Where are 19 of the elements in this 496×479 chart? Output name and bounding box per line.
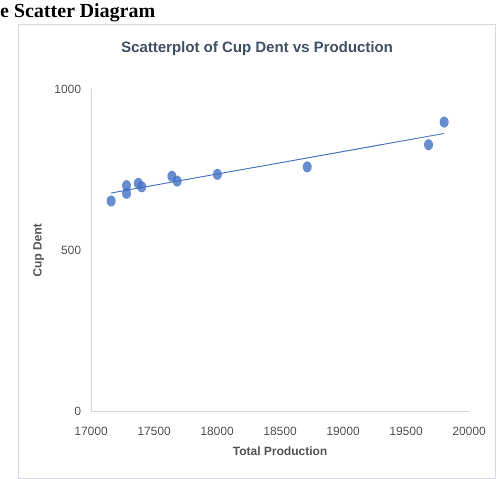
chart-title: Scatterplot of Cup Dent vs Production [121, 39, 393, 56]
point [122, 188, 132, 199]
x-tick-label: 19000 [326, 424, 360, 438]
y-tick-label: 1000 [54, 82, 82, 96]
text: e Scatter Diagram [0, 0, 156, 22]
x-tick-label: 17500 [137, 424, 172, 438]
x-tick-label: 18500 [263, 424, 298, 438]
y-axis-title: Cup Dent [30, 223, 44, 277]
x-axis-title: Total Production [232, 444, 328, 458]
x-tick-label: 19500 [389, 424, 424, 438]
y-tick-label: 0 [74, 404, 82, 418]
x-tick-label: 20000 [452, 424, 486, 438]
point [106, 196, 116, 207]
x-tick-label: 18000 [200, 424, 234, 438]
x-tick-label: 17000 [74, 424, 108, 438]
point [440, 116, 449, 128]
point [424, 139, 434, 150]
y-tick-label: 500 [60, 243, 82, 257]
point [302, 161, 312, 172]
